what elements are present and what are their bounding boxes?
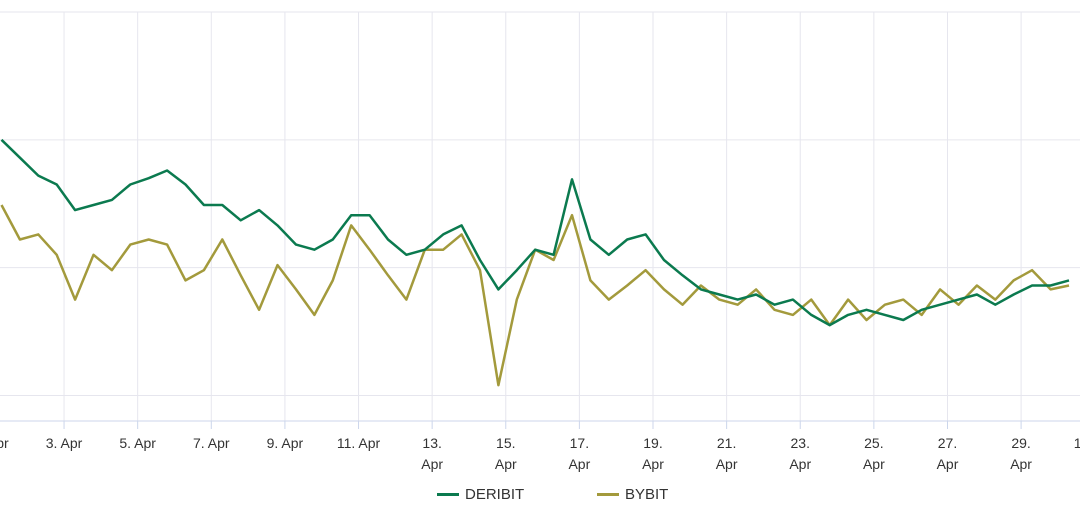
x-tick-label: 27. Apr — [936, 435, 959, 472]
x-tick-label: 21. Apr — [715, 435, 738, 472]
legend-label: DERIBIT — [465, 486, 525, 503]
x-tick-label: 9. Apr — [266, 435, 304, 451]
x-tick-label: 5. Apr — [119, 435, 156, 451]
legend-label: BYBIT — [625, 486, 669, 503]
series-line — [0, 138, 1070, 327]
x-tick-label: 11. Apr — [336, 435, 381, 451]
x-tick-label: 1. Apr — [0, 435, 9, 451]
legend-item: BYBIT — [597, 486, 668, 503]
x-tick-label: 19. Apr — [642, 435, 664, 472]
x-tick-label: 15. Apr — [494, 435, 517, 472]
x-tick-label: 29. Apr — [1010, 435, 1032, 472]
series-line — [0, 204, 1070, 387]
x-tick-label: 13. Apr — [421, 435, 444, 472]
legend-item: DERIBIT — [437, 486, 524, 503]
x-tick-label: 17. Apr — [568, 435, 591, 472]
x-tick-label: 25. Apr — [862, 435, 885, 472]
x-tick-label: 23. Apr — [789, 435, 812, 472]
x-tick-label: 7. Apr — [192, 435, 230, 451]
x-tick-label: 3. Apr — [45, 435, 83, 451]
x-tick-label: 1. May — [1073, 435, 1080, 451]
legend-swatch — [437, 493, 459, 496]
legend-swatch — [597, 493, 619, 496]
